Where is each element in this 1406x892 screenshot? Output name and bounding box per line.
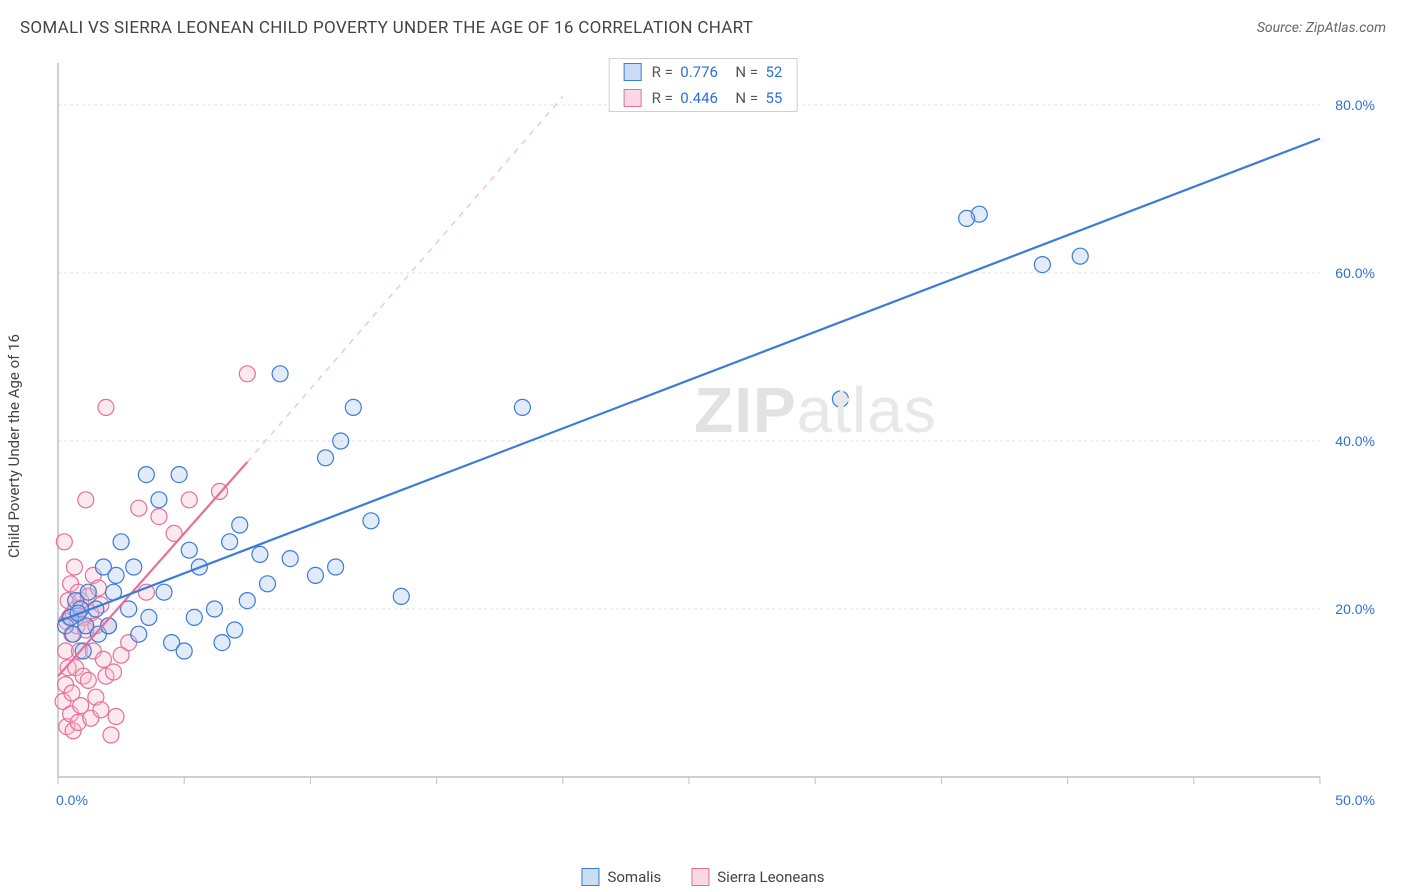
legend-series-item: Sierra Leoneans [691,868,824,886]
svg-text:60.0%: 60.0% [1335,265,1375,281]
svg-text:20.0%: 20.0% [1335,601,1375,617]
legend-n-label: N = 55 [728,89,782,107]
legend-series: Somalis Sierra Leoneans [581,868,824,886]
legend-swatch [624,89,642,107]
legend-n-value: 55 [766,89,783,107]
legend-swatch [691,868,709,886]
legend-r-label: R = 0.776 [652,63,718,81]
legend-n-label: N = 52 [728,63,782,81]
scatter-chart: 20.0% 40.0% 60.0% 80.0% 0.0% 50.0% [50,55,1390,825]
legend-series-label: Sierra Leoneans [717,868,824,886]
legend-swatch [624,63,642,81]
y-axis-label: Child Poverty Under the Age of 16 [5,334,23,558]
svg-text:50.0%: 50.0% [1335,792,1375,808]
svg-text:0.0%: 0.0% [56,792,88,808]
legend-n-value: 52 [766,63,783,81]
legend-r-value: 0.446 [680,89,718,107]
chart-source: Source: ZipAtlas.com [1257,20,1386,36]
chart-title: SOMALI VS SIERRA LEONEAN CHILD POVERTY U… [20,18,753,38]
svg-text:40.0%: 40.0% [1335,433,1375,449]
legend-swatch [581,868,599,886]
svg-text:80.0%: 80.0% [1335,97,1375,113]
legend-correlation: R = 0.776 N = 52R = 0.446 N = 55 [609,58,798,112]
chart-header: SOMALI VS SIERRA LEONEAN CHILD POVERTY U… [20,18,1386,38]
legend-series-label: Somalis [607,868,661,886]
legend-r-label: R = 0.446 [652,89,718,107]
legend-series-item: Somalis [581,868,661,886]
legend-correlation-row: R = 0.776 N = 52 [610,59,797,85]
plot-area: 20.0% 40.0% 60.0% 80.0% 0.0% 50.0% [50,55,1390,825]
legend-correlation-row: R = 0.446 N = 55 [610,85,797,111]
legend-r-value: 0.776 [680,63,718,81]
